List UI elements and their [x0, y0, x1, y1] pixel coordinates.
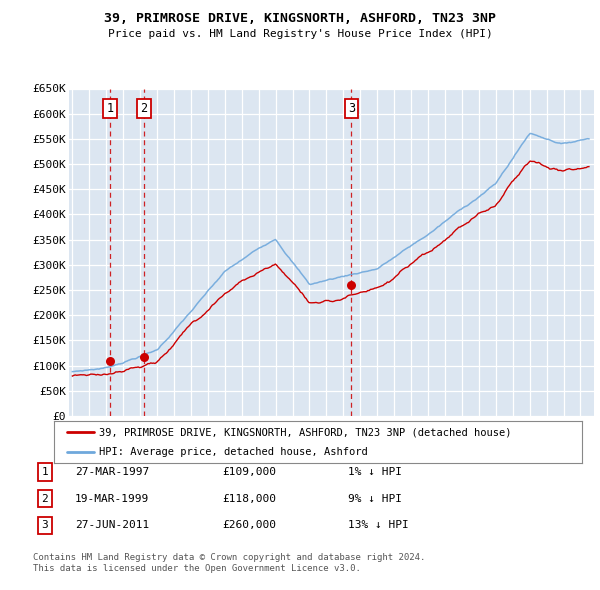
Text: 39, PRIMROSE DRIVE, KINGSNORTH, ASHFORD, TN23 3NP (detached house): 39, PRIMROSE DRIVE, KINGSNORTH, ASHFORD,…	[99, 427, 511, 437]
Text: 1: 1	[41, 467, 49, 477]
Text: 2: 2	[140, 102, 147, 115]
Text: 3: 3	[348, 102, 355, 115]
Text: 9% ↓ HPI: 9% ↓ HPI	[348, 494, 402, 503]
Text: Price paid vs. HM Land Registry's House Price Index (HPI): Price paid vs. HM Land Registry's House …	[107, 29, 493, 39]
Text: 27-MAR-1997: 27-MAR-1997	[75, 467, 149, 477]
Text: Contains HM Land Registry data © Crown copyright and database right 2024.
This d: Contains HM Land Registry data © Crown c…	[33, 553, 425, 573]
Text: 2: 2	[41, 494, 49, 503]
Text: £118,000: £118,000	[222, 494, 276, 503]
Text: 19-MAR-1999: 19-MAR-1999	[75, 494, 149, 503]
Text: £109,000: £109,000	[222, 467, 276, 477]
Text: £260,000: £260,000	[222, 520, 276, 530]
Text: HPI: Average price, detached house, Ashford: HPI: Average price, detached house, Ashf…	[99, 447, 368, 457]
Text: 27-JUN-2011: 27-JUN-2011	[75, 520, 149, 530]
Text: 1: 1	[107, 102, 114, 115]
Text: 13% ↓ HPI: 13% ↓ HPI	[348, 520, 409, 530]
Text: 3: 3	[41, 520, 49, 530]
Text: 39, PRIMROSE DRIVE, KINGSNORTH, ASHFORD, TN23 3NP: 39, PRIMROSE DRIVE, KINGSNORTH, ASHFORD,…	[104, 12, 496, 25]
Text: 1% ↓ HPI: 1% ↓ HPI	[348, 467, 402, 477]
